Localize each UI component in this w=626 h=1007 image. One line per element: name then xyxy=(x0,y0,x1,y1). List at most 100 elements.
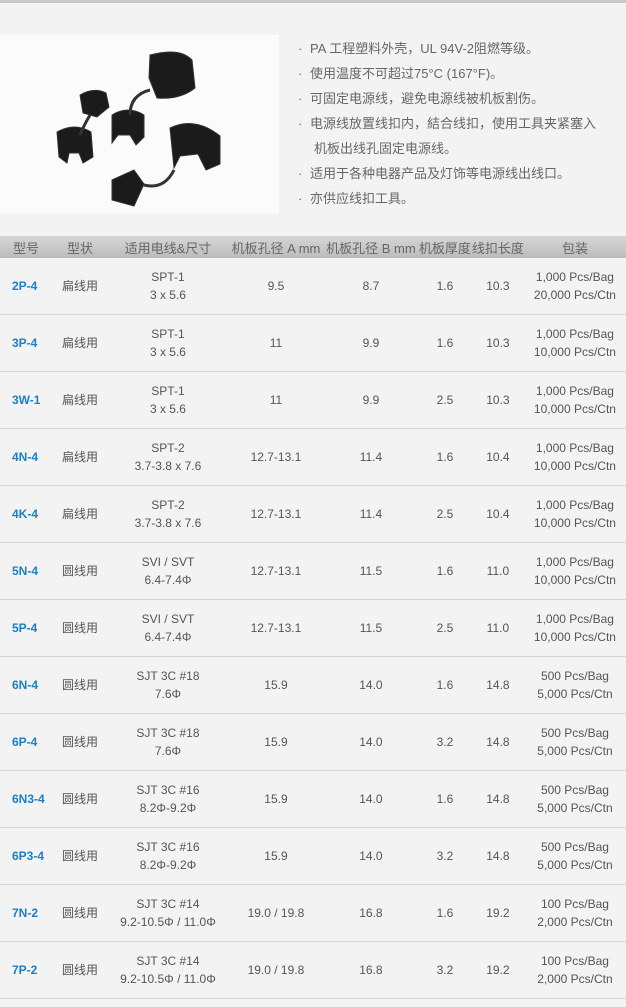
wire-type: SPT-1 xyxy=(151,270,185,284)
hole-b-cell: 14.0 xyxy=(323,827,418,885)
pack-carton: 2,000 Pcs/Ctn xyxy=(537,915,613,929)
model-link[interactable]: 6P-4 xyxy=(0,713,52,771)
wire-size: 6.4-7.4Φ xyxy=(144,630,192,644)
model-link[interactable]: 5P-4 xyxy=(0,599,52,657)
wire-size: 8.2Φ-9.2Φ xyxy=(139,801,197,815)
thickness-cell: 3.2 xyxy=(417,827,472,885)
hole-a-cell: 9.5 xyxy=(227,258,324,315)
wire-cell: SJT 3C #16 8.2Φ-9.2Φ xyxy=(107,770,228,828)
pack-bag: 1,000 Pcs/Bag xyxy=(535,441,614,455)
pack-bag: 1,000 Pcs/Bag xyxy=(535,555,614,569)
feature-item: 使用温度不可超过75°C (167°F)。 xyxy=(298,61,618,86)
wire-size: 3.7-3.8 x 7.6 xyxy=(134,516,202,530)
feature-list: PA 工程塑料外壳，UL 94V-2阻燃等级。 使用温度不可超过75°C (16… xyxy=(298,36,618,211)
pack-bag: 1,000 Pcs/Bag xyxy=(535,327,614,341)
wire-cell: SJT 3C #16 8.2Φ-9.2Φ xyxy=(107,827,228,885)
table-row: 3P-4 扁线用 SPT-1 3 x 5.6 11 9.9 1.6 10.3 1,000 Pcs… xyxy=(0,314,626,372)
model-link[interactable]: 4K-4 xyxy=(0,485,52,543)
pack-bag: 500 Pcs/Bag xyxy=(540,783,609,797)
thickness-cell: 1.6 xyxy=(417,428,472,486)
shape-cell: 圆线用 xyxy=(51,656,108,714)
header-length: 线扣长度 xyxy=(471,236,524,258)
shape-cell: 圆线用 xyxy=(51,884,108,942)
wire-size: 3.7-3.8 x 7.6 xyxy=(134,459,202,473)
pack-carton: 5,000 Pcs/Ctn xyxy=(537,858,613,872)
wire-type: SPT-2 xyxy=(151,498,185,512)
wire-type: SJT 3C #14 xyxy=(136,954,200,968)
pack-carton: 10,000 Pcs/Ctn xyxy=(533,630,616,644)
length-cell: 10.3 xyxy=(471,314,524,372)
thickness-cell: 2.5 xyxy=(417,485,472,543)
thickness-cell: 1.6 xyxy=(417,770,472,828)
thickness-cell: 3.2 xyxy=(417,941,472,999)
pack-bag: 1,000 Pcs/Bag xyxy=(535,270,614,284)
wire-size: 3 x 5.6 xyxy=(149,288,186,302)
table-row: 5N-4 圆线用 SVI / SVT 6.4-7.4Φ 12.7-13.1 11.5 1.6… xyxy=(0,542,626,600)
model-link[interactable]: 3P-4 xyxy=(0,314,52,372)
hole-b-cell: 9.9 xyxy=(323,314,418,372)
shape-cell: 扁线用 xyxy=(51,371,108,429)
packing-cell: 1,000 Pcs/Bag 10,000 Pcs/Ctn xyxy=(523,485,626,543)
wire-type: SPT-1 xyxy=(151,327,185,341)
table-row: 6P3-4 圆线用 SJT 3C #16 8.2Φ-9.2Φ 15.9 14.0 3.2 14… xyxy=(0,827,626,885)
feature-item: 适用于各种电器产品及灯饰等电源线出线口。 xyxy=(298,161,618,186)
packing-cell: 100 Pcs/Bag 2,000 Pcs/Ctn xyxy=(523,884,626,942)
pack-bag: 500 Pcs/Bag xyxy=(540,726,609,740)
length-cell: 10.4 xyxy=(471,485,524,543)
pack-bag: 100 Pcs/Bag xyxy=(540,954,609,968)
wire-cell: SJT 3C #18 7.6Φ xyxy=(107,656,228,714)
hole-a-cell: 12.7-13.1 xyxy=(227,542,324,600)
wire-size: 9.2-10.5Φ / 11.0Φ xyxy=(120,915,216,929)
feature-item: 可固定电源线，避免电源线被机板割伤。 xyxy=(298,86,618,111)
product-image xyxy=(0,35,279,214)
model-link[interactable]: 6N-4 xyxy=(0,656,52,714)
table-row: 7N-2 圆线用 SJT 3C #14 9.2-10.5Φ / 11.0Φ 19.0 /… xyxy=(0,884,626,942)
model-link[interactable]: 6N3-4 xyxy=(0,770,52,828)
pack-carton: 20,000 Pcs/Ctn xyxy=(533,288,616,302)
model-link[interactable]: 7N-2 xyxy=(0,884,52,942)
shape-cell: 圆线用 xyxy=(51,599,108,657)
length-cell: 14.8 xyxy=(471,656,524,714)
packing-cell: 1,000 Pcs/Bag 10,000 Pcs/Ctn xyxy=(523,428,626,486)
table-row: 5P-4 圆线用 SVI / SVT 6.4-7.4Φ 12.7-13.1 11.5 2.5… xyxy=(0,599,626,657)
length-cell: 11.0 xyxy=(471,599,524,657)
model-link[interactable]: 5N-4 xyxy=(0,542,52,600)
hole-b-cell: 14.0 xyxy=(323,770,418,828)
wire-type: SJT 3C #18 xyxy=(136,726,200,740)
wire-type: SVI / SVT xyxy=(141,555,195,569)
hole-b-cell: 11.5 xyxy=(323,599,418,657)
shape-cell: 圆线用 xyxy=(51,713,108,771)
wire-cell: SPT-1 3 x 5.6 xyxy=(107,371,228,429)
length-cell: 10.4 xyxy=(471,428,524,486)
wire-cell: SPT-2 3.7-3.8 x 7.6 xyxy=(107,485,228,543)
table-row: 6N-4 圆线用 SJT 3C #18 7.6Φ 15.9 14.0 1.6 14.8 500 … xyxy=(0,656,626,714)
hole-a-cell: 15.9 xyxy=(227,827,324,885)
wire-size: 6.4-7.4Φ xyxy=(144,573,192,587)
model-link[interactable]: 7P-2 xyxy=(0,941,52,999)
header-thickness: 机板厚度 xyxy=(417,236,472,258)
feature-item: 电源线放置线扣内，結合线扣，使用工具夹紧塞入 xyxy=(298,111,618,136)
model-link[interactable]: 3W-1 xyxy=(0,371,52,429)
length-cell: 19.2 xyxy=(471,884,524,942)
pack-carton: 10,000 Pcs/Ctn xyxy=(533,402,616,416)
model-link[interactable]: 2P-4 xyxy=(0,258,52,315)
thickness-cell: 2.5 xyxy=(417,371,472,429)
model-link[interactable]: 6P3-4 xyxy=(0,827,52,885)
thickness-cell: 1.6 xyxy=(417,258,472,315)
table-header: 型号 型状 适用电线&尺寸 机板孔径 A mm 机板孔径 B mm 机板厚度 线… xyxy=(0,236,626,258)
hole-a-cell: 11 xyxy=(227,314,324,372)
feature-item: 亦供应线扣工具。 xyxy=(298,186,618,211)
table-row: 6N3-4 圆线用 SJT 3C #16 8.2Φ-9.2Φ 15.9 14.0 1.6 14… xyxy=(0,770,626,828)
pack-bag: 1,000 Pcs/Bag xyxy=(535,498,614,512)
shape-cell: 圆线用 xyxy=(51,941,108,999)
shape-cell: 扁线用 xyxy=(51,314,108,372)
packing-cell: 1,000 Pcs/Bag 10,000 Pcs/Ctn xyxy=(523,542,626,600)
model-link[interactable]: 4N-4 xyxy=(0,428,52,486)
wire-cell: SJT 3C #14 9.2-10.5Φ / 11.0Φ xyxy=(107,941,228,999)
wire-type: SVI / SVT xyxy=(141,612,195,626)
pack-carton: 5,000 Pcs/Ctn xyxy=(537,687,613,701)
hole-a-cell: 15.9 xyxy=(227,713,324,771)
wire-type: SJT 3C #16 xyxy=(136,783,200,797)
wire-size: 9.2-10.5Φ / 11.0Φ xyxy=(120,972,216,986)
wire-size: 3 x 5.6 xyxy=(149,402,186,416)
